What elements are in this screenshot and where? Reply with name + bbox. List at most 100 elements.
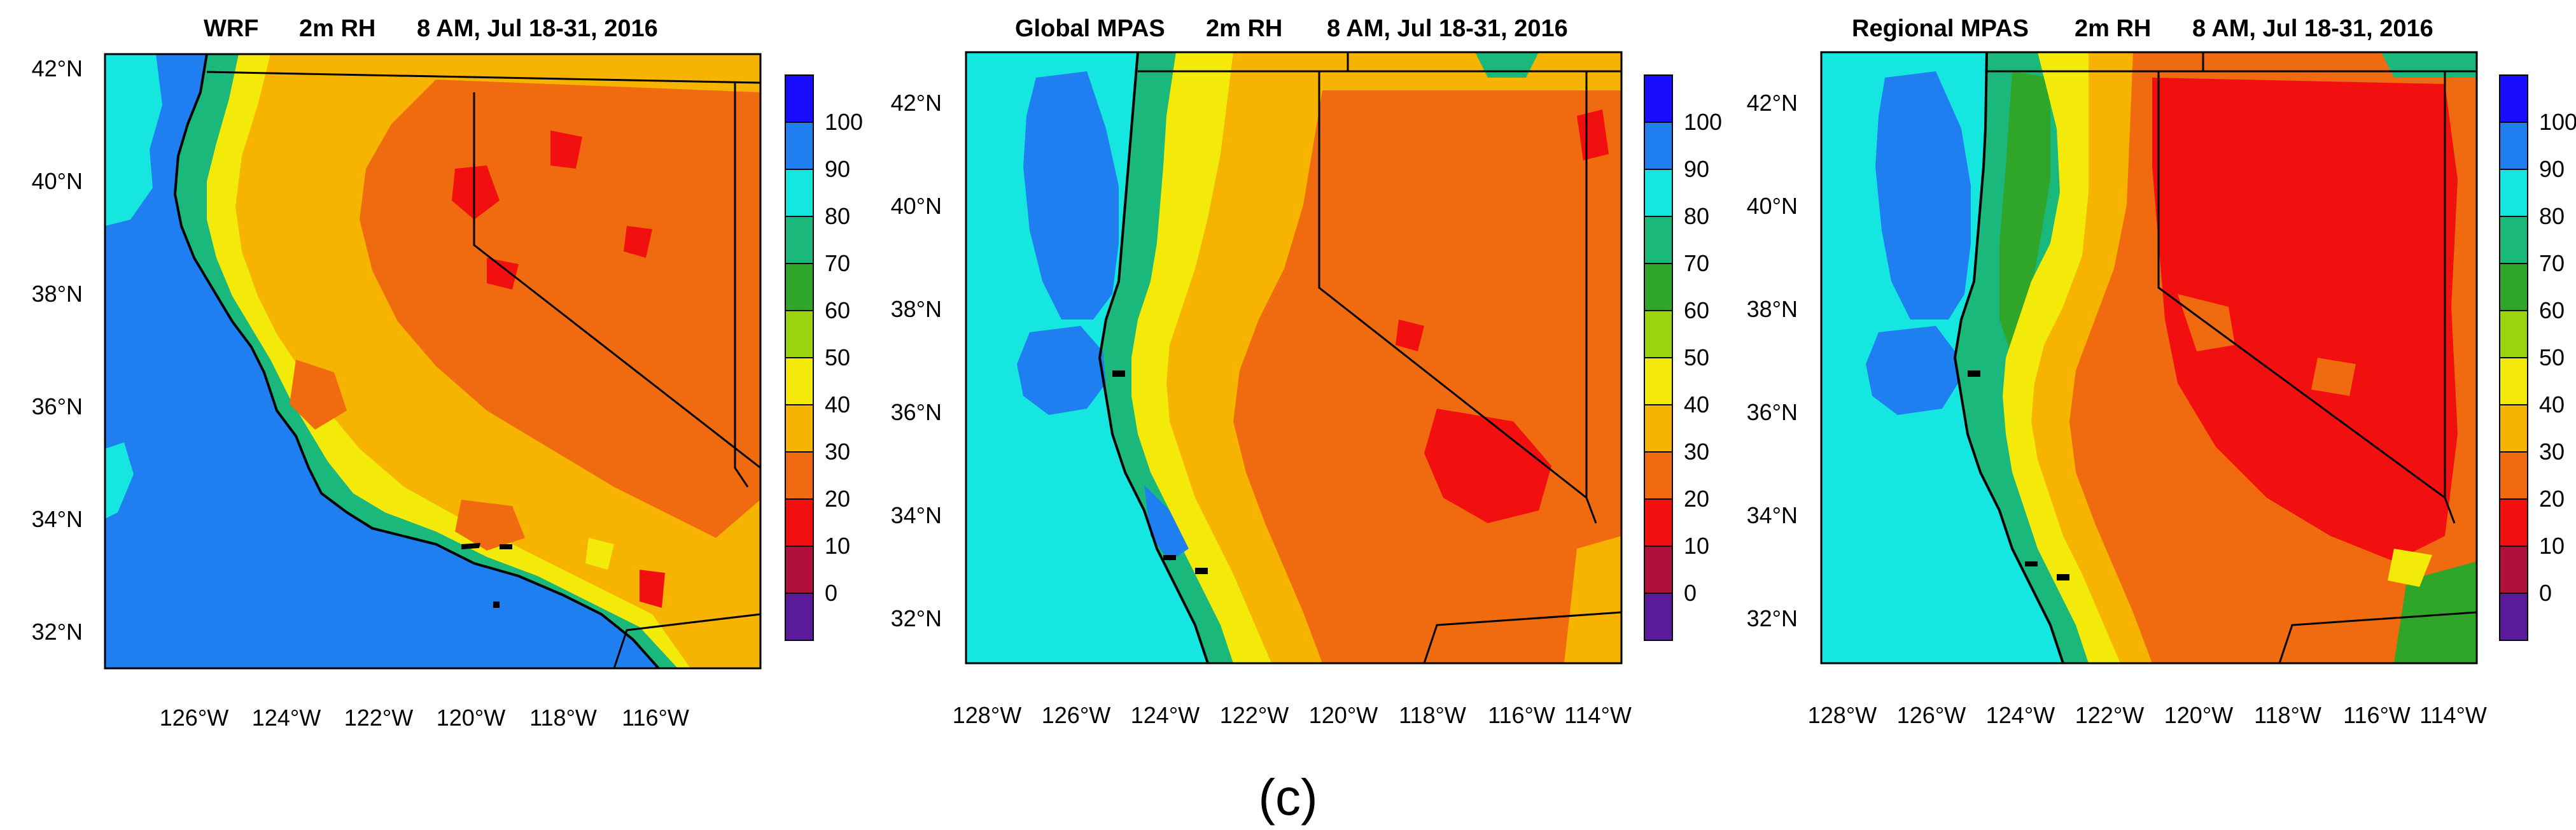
colorbar-label: 10 [1684, 533, 1709, 559]
colorbar-label: 50 [2539, 344, 2565, 370]
colorbar-label: 90 [2539, 156, 2565, 182]
panel-global-map [966, 52, 1621, 663]
panel-regional-lon-124: 124°W [1986, 702, 2055, 728]
colorbar-swatch [1644, 498, 1673, 547]
panel-global-title-period: 8 AM, Jul 18-31, 2016 [1327, 15, 1568, 42]
panel-global-lat-ticks: 42°N 40°N 38°N 36°N 34°N 32°N [891, 90, 942, 631]
panel-regional-lat-38: 38°N [1747, 296, 1798, 322]
colorbar-swatch [1644, 169, 1673, 217]
panel-regional-lon-126: 126°W [1897, 702, 1966, 728]
colorbar-label: 60 [1684, 297, 1709, 323]
colorbar-swatch [785, 593, 814, 641]
panel-wrf-lat-34: 34°N [32, 506, 83, 532]
panel-global-lon-120: 120°W [1309, 702, 1378, 728]
colorbar-swatch [785, 263, 814, 311]
colorbar-swatch [785, 545, 814, 594]
panel-regional-lat-42: 42°N [1747, 90, 1798, 116]
panel-wrf-lat-32: 32°N [32, 619, 83, 645]
colorbar-label: 100 [2539, 109, 2576, 135]
colorbar-label: 100 [825, 109, 863, 135]
panel-global-lon-118: 118°W [1399, 702, 1466, 728]
panel-regional-lon-128: 128°W [1808, 702, 1877, 728]
panel-wrf-frame [104, 53, 762, 670]
colorbar-label: 70 [825, 250, 850, 276]
colorbar-swatch [2499, 122, 2528, 170]
panel-wrf-lon-124: 124°W [252, 705, 321, 731]
panel-global-lat-40: 40°N [891, 193, 942, 219]
panel-wrf-lat-38: 38°N [32, 281, 83, 307]
panel-global-lat-38: 38°N [891, 296, 942, 322]
colorbar-label: 80 [2539, 203, 2565, 229]
panel-wrf-title-variable: 2m RH [299, 15, 375, 42]
colorbar-label: 30 [1684, 439, 1709, 465]
panel-regional-lon-ticks: 128°W 126°W 124°W 122°W 120°W 118°W 116°… [1808, 702, 2487, 728]
panel-wrf-lat-36: 36°N [32, 393, 83, 419]
colorbar-swatch [785, 122, 814, 170]
colorbar-swatch [1644, 593, 1673, 641]
colorbar-label: 30 [825, 439, 850, 465]
colorbar-swatch [1644, 451, 1673, 500]
panel-regional-map [1821, 52, 2477, 663]
colorbar-swatch [785, 451, 814, 500]
colorbar-swatch [1644, 216, 1673, 264]
colorbar-label: 0 [1684, 580, 1697, 606]
colorbar-swatch [2499, 404, 2528, 453]
colorbar-label: 70 [1684, 250, 1709, 276]
panel-wrf-lat-40: 40°N [32, 168, 83, 194]
panel-regional-lon-120: 120°W [2164, 702, 2233, 728]
panel-regional-lon-114: 114°W [2419, 702, 2487, 728]
colorbar-label: 40 [825, 391, 850, 418]
colorbar-swatch [785, 357, 814, 405]
colorbar-swatch [785, 169, 814, 217]
panel-wrf-lon-122: 122°W [344, 705, 413, 731]
colorbar-label: 0 [2539, 580, 2552, 606]
colorbar-swatch [785, 404, 814, 453]
colorbar-swatch [2499, 263, 2528, 311]
colorbar-swatch [2499, 216, 2528, 264]
colorbar-swatch [2499, 357, 2528, 405]
panel-global-lat-32: 32°N [891, 605, 942, 631]
colorbar-label: 100 [1684, 109, 1722, 135]
panel-wrf-title-model: WRF [204, 15, 259, 42]
panel-regional-lat-32: 32°N [1747, 605, 1798, 631]
panel-regional-title-model: Regional MPAS [1852, 15, 2029, 42]
panel-wrf-lon-120: 120°W [437, 705, 505, 731]
colorbar-label: 90 [825, 156, 850, 182]
colorbar-swatch [2499, 310, 2528, 358]
panel-regional-title-variable: 2m RH [2075, 15, 2151, 42]
colorbar-label: 10 [825, 533, 850, 559]
figure-label: (c) [1258, 769, 1317, 826]
panel-regional-title-period: 8 AM, Jul 18-31, 2016 [2192, 15, 2433, 42]
panel-global-lon-124: 124°W [1131, 702, 1200, 728]
colorbar-swatch [1644, 404, 1673, 453]
panel-global-mpas: Global MPAS 2m RH 8 AM, Jul 18-31, 2016 [891, 15, 1632, 728]
panel-wrf-map [105, 54, 760, 668]
colorbar-label: 40 [1684, 391, 1709, 418]
colorbar-swatch [2499, 498, 2528, 547]
panel-global-lon-ticks: 128°W 126°W 124°W 122°W 120°W 118°W 116°… [953, 702, 1632, 728]
panel-wrf-title-period: 8 AM, Jul 18-31, 2016 [417, 15, 658, 42]
colorbar-swatch [1644, 545, 1673, 594]
colorbar-swatch [2499, 545, 2528, 594]
colorbar-label: 60 [2539, 297, 2565, 323]
colorbar-swatch [1644, 263, 1673, 311]
colorbar-label: 40 [2539, 391, 2565, 418]
colorbar-swatch [1644, 357, 1673, 405]
colorbar-swatch [2499, 74, 2528, 123]
colorbar-label: 50 [825, 344, 850, 370]
colorbar-label: 50 [1684, 344, 1709, 370]
colorbar-swatch [785, 310, 814, 358]
colorbar-swatch [2499, 169, 2528, 217]
panel-regional-lon-122: 122°W [2075, 702, 2144, 728]
panel-global-title-model: Global MPAS [1015, 15, 1165, 42]
panel-global-lon-114: 114°W [1564, 702, 1632, 728]
colorbar-swatch [785, 216, 814, 264]
panel-global-lon-128: 128°W [953, 702, 1021, 728]
colorbar-label: 80 [1684, 203, 1709, 229]
panel-global-lat-36: 36°N [891, 399, 942, 425]
panel-regional-frame [1820, 51, 2478, 665]
